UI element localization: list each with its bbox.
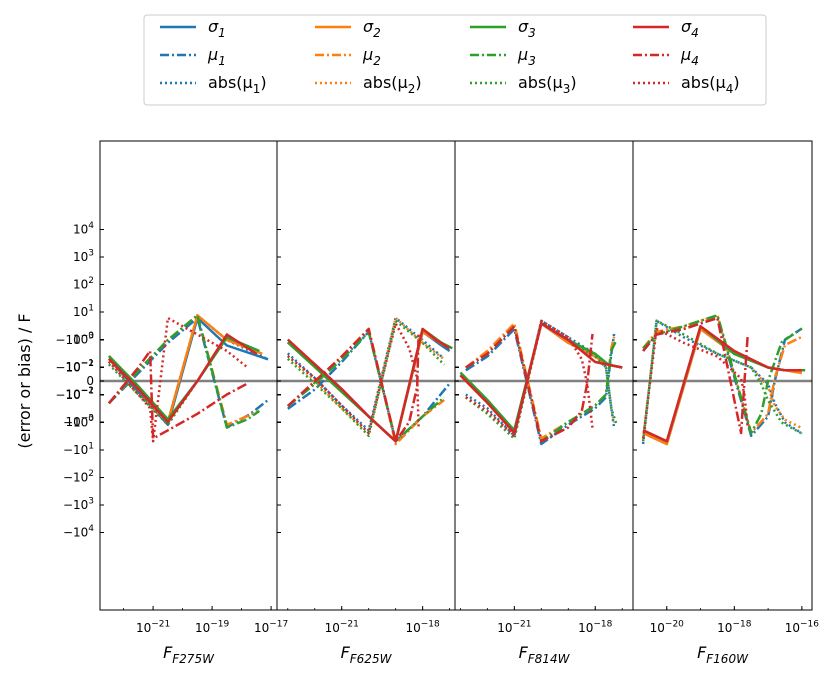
panel-2: 10−21 10−18 FF625W — [276, 140, 456, 666]
y-tick-label: 10−1 — [65, 359, 94, 374]
series-mu-3 — [107, 314, 261, 429]
legend-label: abs(μ2) — [363, 73, 422, 96]
y-tick-label: −10−1 — [55, 387, 94, 402]
series-absmu-1 — [641, 319, 803, 445]
series-sigma-2 — [459, 322, 623, 435]
y-tick-label: 101 — [73, 304, 94, 319]
x-tick-label: 10−17 — [254, 620, 288, 635]
series-sigma-4 — [642, 325, 802, 443]
panels: 10−21 10−19 10−17 FF275W 104 103 102 101 100 10−1… — [55, 140, 820, 666]
y-tick-label: 102 — [73, 276, 94, 291]
x-axis-label: FF814W — [519, 643, 571, 666]
series-mu-4 — [642, 316, 750, 435]
series-sigma-4 — [286, 327, 451, 443]
y-tick-label: 103 — [73, 249, 94, 264]
axes-frame — [276, 140, 456, 611]
x-axis-label: FF625W — [341, 643, 393, 666]
x-tick-label: 10−18 — [717, 620, 752, 635]
series-group — [286, 316, 453, 446]
series-mu-4 — [465, 325, 594, 443]
y-tick-label: 0 — [86, 374, 94, 388]
y-tick-label: 10−3 — [65, 414, 94, 429]
series-sigma-1 — [459, 322, 623, 432]
y-tick-label: −10−3 — [55, 332, 94, 347]
x-axis-label: FF275W — [163, 643, 215, 666]
series-absmu-1 — [107, 314, 269, 424]
x-tick-label: 10−21 — [136, 620, 170, 635]
legend-label: abs(μ4) — [681, 73, 740, 96]
x-tick-label: 10−16 — [785, 620, 820, 635]
legend-label: abs(μ1) — [208, 73, 267, 96]
x-tick-label: 10−18 — [405, 620, 440, 635]
legend-label: μ2 — [362, 45, 381, 68]
series-sigma-4 — [459, 322, 623, 435]
y-tick-label: −103 — [63, 497, 94, 512]
axes-frame — [632, 140, 813, 611]
x-tick-label: 10−18 — [578, 620, 613, 635]
series-mu-2 — [287, 327, 445, 446]
y-tick-label: −100 — [63, 414, 94, 429]
series-absmu-3 — [641, 319, 803, 442]
legend-label: σ4 — [681, 17, 699, 40]
x-axis-label: FF160W — [697, 643, 749, 666]
legend-label: σ3 — [518, 17, 536, 40]
x-tick-label: 10−19 — [195, 620, 230, 635]
legend-label: μ3 — [517, 45, 536, 68]
series-mu-4 — [107, 349, 249, 440]
panel-3: 10−21 10−18 FF814W — [454, 140, 634, 666]
series-group — [459, 319, 623, 446]
series-sigma-1 — [107, 316, 269, 427]
legend-label: σ1 — [208, 17, 226, 40]
x-tick-label: 10−21 — [325, 620, 359, 635]
panel-4: 10−20 10−18 10−16 FF160W — [632, 140, 820, 666]
series-mu-3 — [287, 330, 446, 443]
y-tick-label: −101 — [63, 442, 94, 457]
y-tick-label: 100 — [73, 331, 94, 346]
y-tick-label: −102 — [63, 469, 94, 484]
series-mu-3 — [465, 325, 618, 443]
series-mu-1 — [108, 316, 269, 429]
y-tick-label: −104 — [63, 524, 94, 539]
series-sigma-2 — [286, 330, 445, 443]
legend-label: μ4 — [680, 45, 699, 68]
series-absmu-4 — [641, 327, 750, 439]
legend-label: μ1 — [207, 45, 226, 68]
x-tick-label: 10−21 — [497, 620, 531, 635]
legend-label: σ2 — [363, 17, 381, 40]
series-group — [641, 314, 806, 446]
series-sigma-2 — [107, 314, 263, 424]
series-absmu-4 — [107, 316, 249, 443]
panel-1: 10−21 10−19 10−17 FF275W 104 103 102 101 100 10−1… — [55, 140, 288, 666]
series-group — [107, 314, 269, 443]
y-tick-label: 104 — [73, 221, 94, 236]
legend-label: abs(μ3) — [518, 73, 577, 96]
x-tick-label: 10−20 — [650, 620, 685, 635]
series-absmu-3 — [286, 319, 446, 438]
series-mu-3 — [642, 314, 803, 435]
legend: σ1 μ1 abs(μ1) σ2 μ2 abs(μ2) σ3 μ3 abs(μ3) σ4 μ4 abs… — [143, 14, 767, 106]
series-sigma-4 — [108, 333, 258, 424]
series-absmu-4 — [465, 319, 594, 438]
legend-frame — [143, 14, 767, 106]
series-absmu-1 — [286, 316, 443, 432]
y-tick-label: 10−2 — [65, 386, 94, 401]
y-axis-label: (error or bias) / F — [15, 313, 34, 448]
series-absmu-4 — [287, 322, 420, 435]
series-sigma-3 — [459, 322, 623, 432]
series-mu-4 — [286, 327, 420, 443]
series-absmu-1 — [465, 319, 616, 438]
y-tick-label: −10−2 — [55, 359, 94, 374]
